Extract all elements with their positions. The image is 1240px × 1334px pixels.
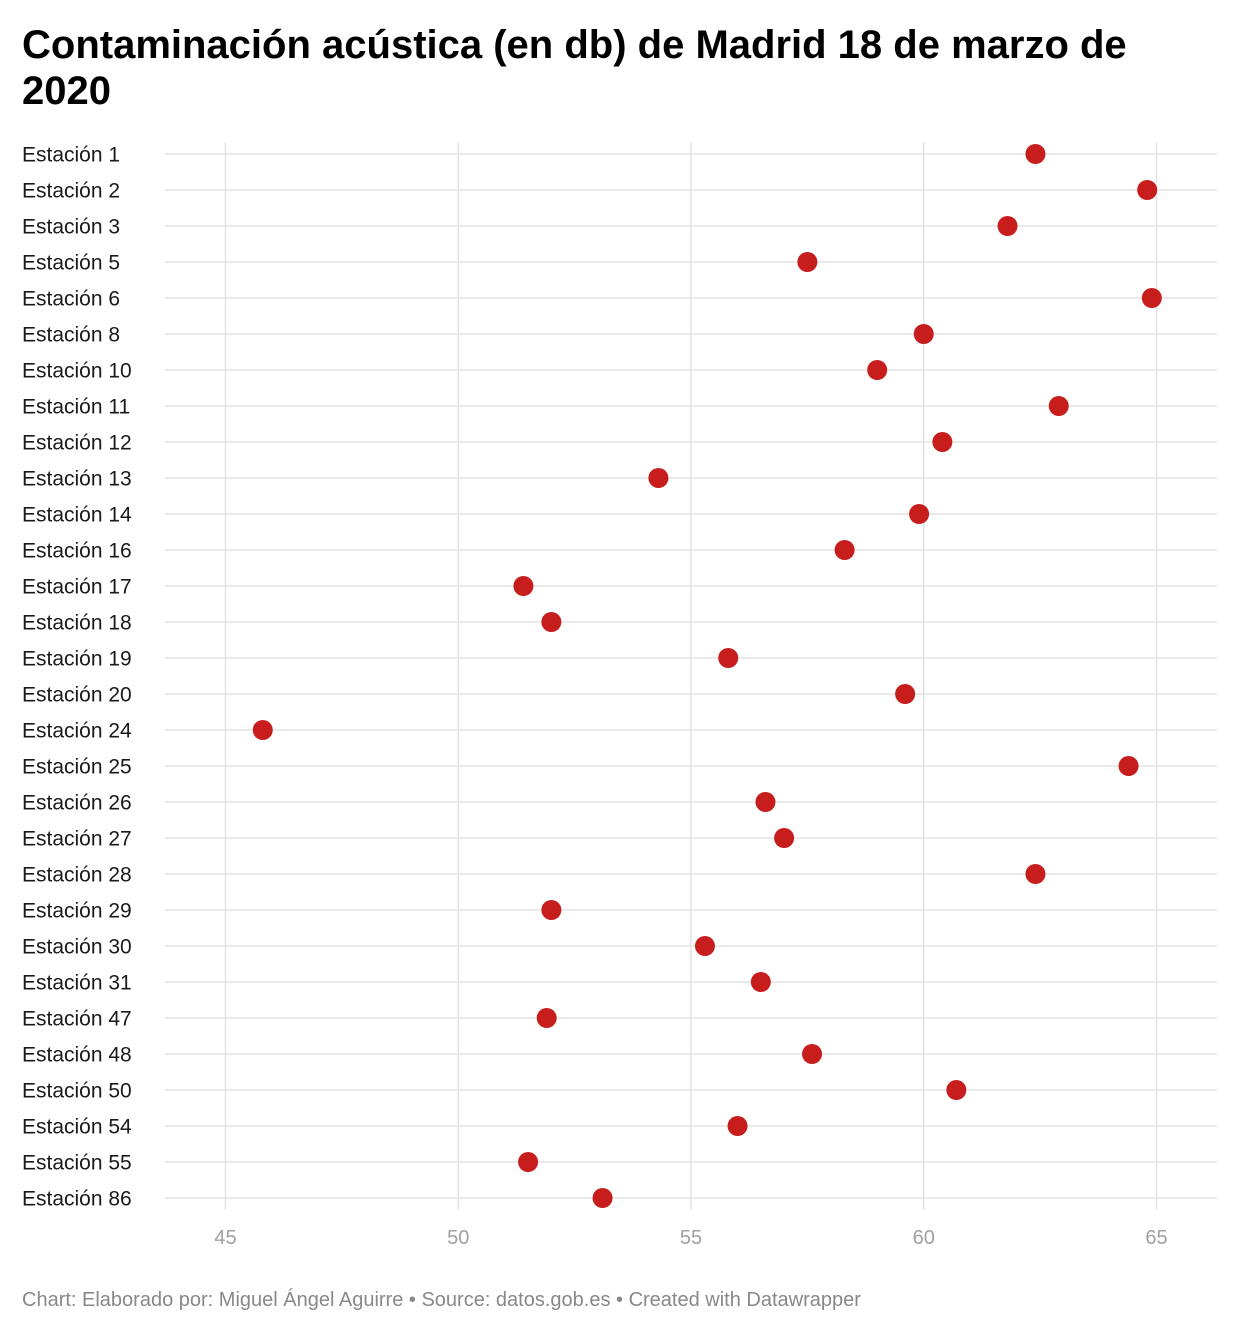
category-label: Estación 13 <box>22 468 132 491</box>
data-point <box>1141 288 1162 308</box>
chart-footer: Chart: Elaborado por: Miguel Ángel Aguir… <box>22 1289 861 1311</box>
data-point <box>802 1044 823 1064</box>
x-tick-label: 60 <box>913 1227 935 1249</box>
category-label: Estación 14 <box>22 504 132 527</box>
category-label: Estación 6 <box>22 288 120 311</box>
data-point <box>648 468 669 488</box>
data-point <box>1025 144 1046 164</box>
data-point <box>997 216 1018 236</box>
category-label: Estación 19 <box>22 648 132 671</box>
data-point <box>1025 864 1046 884</box>
category-label: Estación 11 <box>22 396 130 419</box>
data-point <box>536 1008 557 1028</box>
category-label: Estación 5 <box>22 252 120 275</box>
data-point <box>755 792 776 812</box>
category-label: Estación 26 <box>22 792 132 815</box>
data-point <box>541 612 562 632</box>
data-point <box>834 540 855 560</box>
data-point <box>518 1152 539 1172</box>
category-label: Estación 86 <box>22 1188 132 1211</box>
x-tick-label: 45 <box>214 1227 236 1249</box>
data-point <box>592 1188 613 1208</box>
data-point <box>909 504 930 524</box>
data-point <box>946 1080 967 1100</box>
data-point <box>867 360 888 380</box>
category-label: Estación 18 <box>22 612 132 635</box>
category-label: Estación 20 <box>22 684 132 707</box>
data-point <box>1137 180 1158 200</box>
data-point <box>932 432 953 452</box>
category-label: Estación 17 <box>22 576 132 599</box>
chart-title: Contaminación acústica (en db) de Madrid… <box>22 23 1127 113</box>
data-points <box>252 144 1162 1208</box>
data-point <box>774 828 795 848</box>
category-label: Estación 29 <box>22 900 132 923</box>
category-label: Estación 12 <box>22 432 132 455</box>
category-label: Estación 10 <box>22 360 132 383</box>
category-label: Estación 2 <box>22 180 120 203</box>
x-tick-label: 55 <box>680 1227 702 1249</box>
category-label: Estación 27 <box>22 828 132 851</box>
category-label: Estación 1 <box>22 144 120 167</box>
data-point <box>895 684 916 704</box>
category-label: Estación 25 <box>22 756 132 779</box>
vertical-gridlines <box>224 142 1158 1210</box>
data-point <box>913 324 934 344</box>
category-label: Estación 31 <box>22 972 132 995</box>
data-point <box>694 936 715 956</box>
x-tick-label: 65 <box>1145 1227 1167 1249</box>
category-label: Estación 55 <box>22 1152 132 1175</box>
category-label: Estación 8 <box>22 324 120 347</box>
category-label: Estación 30 <box>22 936 132 959</box>
category-label: Estación 54 <box>22 1116 132 1139</box>
category-rows: Estación 1 Estación 2 Estación 3 Estación 5… <box>22 144 1217 1211</box>
data-point <box>727 1116 748 1136</box>
category-label: Estación 16 <box>22 540 132 563</box>
x-tick-label: 50 <box>447 1227 469 1249</box>
category-label: Estación 47 <box>22 1008 132 1031</box>
data-point <box>1118 756 1139 776</box>
data-point <box>797 252 818 272</box>
category-label: Estación 3 <box>22 216 120 239</box>
data-point <box>1048 396 1069 416</box>
category-label: Estación 50 <box>22 1080 132 1103</box>
x-axis-ticks: 45 50 55 60 65 <box>214 1227 1167 1249</box>
category-label: Estación 28 <box>22 864 132 887</box>
data-point <box>718 648 739 668</box>
category-label: Estación 24 <box>22 720 132 743</box>
data-point <box>252 720 273 740</box>
data-point <box>541 900 562 920</box>
data-point <box>750 972 771 992</box>
data-point <box>513 576 534 596</box>
category-label: Estación 48 <box>22 1044 132 1067</box>
